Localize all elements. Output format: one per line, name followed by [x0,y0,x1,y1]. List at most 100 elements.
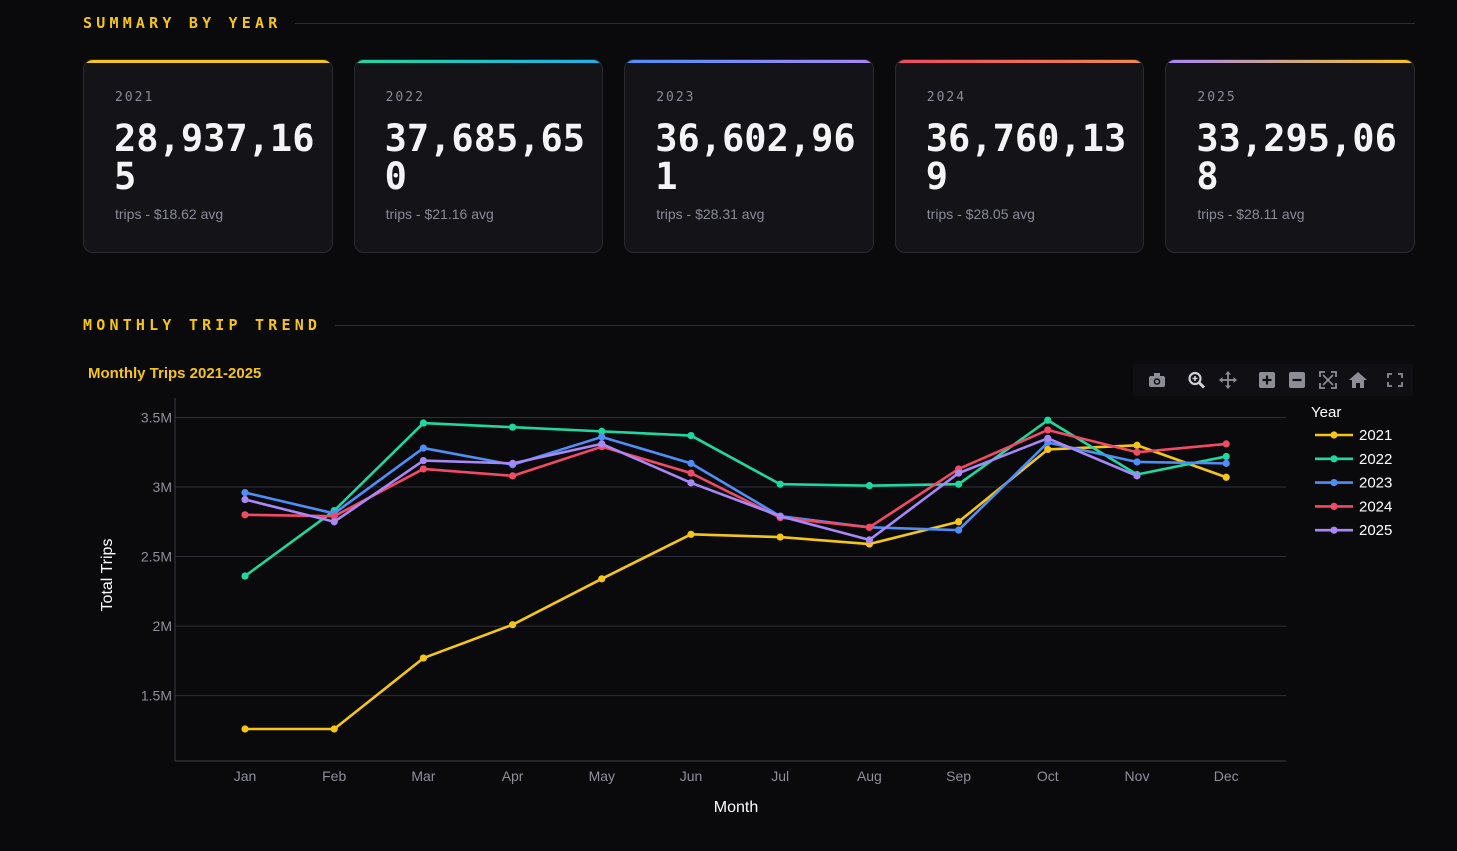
data-point-2023 [1222,459,1230,467]
card-accent-bar [84,60,332,63]
chart-modebar [1133,364,1413,396]
data-point-2022 [241,572,249,580]
legend-label-2021: 2021 [1359,427,1392,444]
data-point-2021 [776,533,784,541]
zoom-in-icon[interactable] [1257,371,1277,389]
data-point-2022 [419,419,427,427]
card-year: 2025 [1197,90,1237,105]
data-point-2025 [241,495,249,504]
trend-section-header: MONTHLY TRIP TREND [83,316,1415,334]
data-point-2025 [865,536,874,544]
summary-section-header: SUMMARY BY YEAR [83,14,1415,32]
year-card-2025: 2025 33,295,068 trips - $28.11 avg [1165,59,1415,253]
zoom-out-icon[interactable] [1287,371,1307,389]
data-point-2024 [241,511,249,519]
camera-icon[interactable] [1147,371,1167,389]
data-point-2022 [1222,452,1230,461]
summary-cards: 2021 28,937,165 trips - $18.62 avg 2022 … [83,59,1415,253]
data-point-2021 [1222,473,1230,481]
data-point-2025 [598,440,606,448]
card-trip-total: 36,760,139 [925,117,1127,198]
card-trip-total: 28,937,165 [114,117,315,198]
chart-title: Monthly Trips 2021-2025 [88,365,262,382]
data-point-2022 [776,480,784,488]
card-accent-bar [625,60,873,63]
card-accent-bar [895,60,1144,63]
data-point-2021 [1133,441,1141,449]
card-trip-total: 33,295,068 [1196,117,1397,198]
series-line-2022 [244,418,1227,578]
legend-title: Year [1311,404,1341,421]
card-year: 2024 [926,90,967,105]
y-tick-label: 1.5M [141,688,172,704]
legend-label-2024: 2024 [1359,498,1392,515]
data-point-2023 [598,433,606,441]
pan-icon[interactable] [1218,371,1238,389]
x-tick-label: Oct [1037,768,1059,784]
y-tick-label: 3M [153,479,172,495]
x-tick-label: Dec [1214,768,1239,784]
card-subtitle: trips - $28.11 avg [1197,206,1305,222]
x-tick-label: Jan [234,768,257,784]
zoom-icon[interactable] [1187,371,1207,389]
y-tick-label: 2M [153,618,172,634]
x-tick-label: Jun [680,768,703,784]
data-point-2022 [1044,416,1052,424]
data-point-2025 [776,512,784,520]
y-axis-title: Total Trips [99,539,116,612]
year-card-2024: 2024 36,760,139 trips - $28.05 avg [894,59,1145,253]
summary-heading: SUMMARY BY YEAR [83,14,282,32]
y-tick-label: 3.5M [141,409,172,425]
series-line-2024 [244,428,1227,529]
data-point-2025 [1133,472,1141,480]
x-axis-title: Month [714,799,758,816]
data-point-2023 [419,444,427,452]
fullscreen-icon[interactable] [1385,371,1405,389]
data-point-2024 [419,465,427,473]
year-card-2022: 2022 37,685,650 trips - $21.16 avg [353,59,604,253]
data-point-2022 [955,480,963,488]
data-point-2023 [1133,458,1141,466]
home-icon[interactable] [1348,371,1368,389]
data-point-2023 [241,488,249,497]
data-point-2024 [1222,440,1230,448]
data-point-2021 [1044,445,1052,454]
data-point-2025 [508,459,517,467]
legend-marker-2022 [1330,455,1338,463]
data-point-2022 [865,482,874,490]
x-tick-label: Sep [946,768,971,784]
y-tick-label: 2.5M [141,549,172,565]
data-point-2025 [687,479,695,487]
card-accent-bar [1166,60,1414,63]
legend-label-2023: 2023 [1359,475,1392,492]
data-point-2024 [508,472,517,480]
data-point-2021 [419,654,427,662]
autoscale-icon[interactable] [1318,371,1338,389]
data-point-2024 [1044,426,1052,434]
card-accent-bar [354,60,603,63]
legend-label-2025: 2025 [1359,522,1392,539]
card-subtitle: trips - $18.62 avg [115,206,224,222]
legend-marker-2025 [1330,526,1338,534]
trend-divider [335,324,1415,326]
data-point-2021 [241,725,249,733]
legend-label-2022: 2022 [1359,451,1392,468]
x-tick-label: May [589,768,615,784]
year-card-2023: 2023 36,602,961 trips - $28.31 avg [624,59,874,253]
data-point-2025 [419,456,427,465]
data-point-2025 [330,518,338,526]
data-point-2023 [687,459,695,467]
x-tick-label: Mar [411,768,435,784]
legend-marker-2024 [1330,502,1338,510]
data-point-2023 [955,526,963,534]
card-trip-total: 36,602,961 [655,117,856,198]
data-point-2022 [508,423,517,431]
legend-marker-2021 [1330,431,1338,439]
data-point-2021 [330,725,338,733]
card-subtitle: trips - $21.16 avg [385,206,494,222]
data-point-2021 [508,621,517,629]
x-tick-label: Jul [771,768,789,784]
card-subtitle: trips - $28.05 avg [926,206,1035,222]
series-line-2021 [245,443,1227,731]
